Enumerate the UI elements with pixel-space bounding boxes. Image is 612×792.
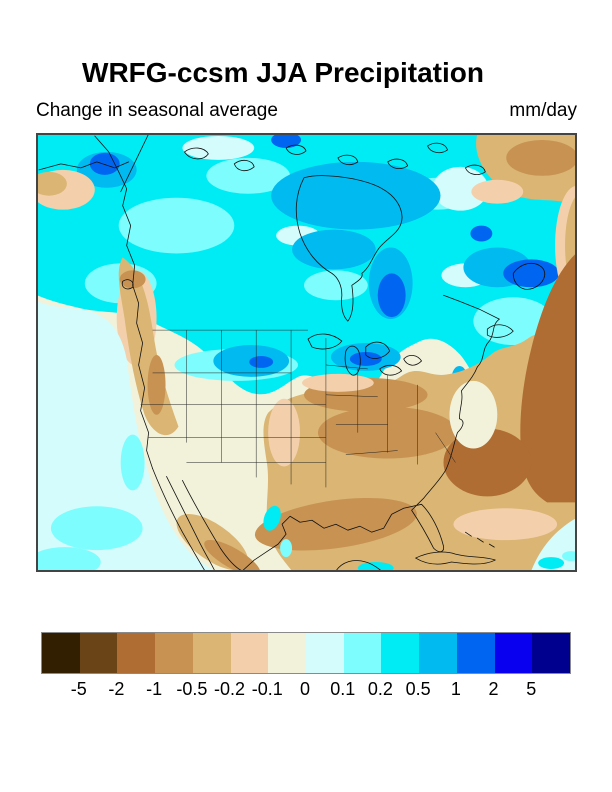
precipitation-map <box>36 133 577 572</box>
figure-title: WRFG-ccsm JJA Precipitation <box>82 57 484 88</box>
colorbar-tick-label: 5 <box>526 679 537 699</box>
figure-subtitle: Change in seasonal average <box>36 100 278 121</box>
colorbar-tick-label: 0.5 <box>405 679 431 699</box>
colorbar-cell <box>419 633 457 673</box>
colorbar-tick-label: -0.1 <box>251 679 283 699</box>
map-fill-regions <box>37 134 576 571</box>
map-state-borders <box>140 329 456 488</box>
colorbar-cell <box>230 633 269 673</box>
colorbar-tick-labels: -5 -2 -1 -0.5 -0.2 -0.1 0 0.1 0.2 0.5 1 2 5 <box>41 679 569 703</box>
colorbar-cell <box>155 633 193 673</box>
colorbar-cell <box>117 633 156 673</box>
colorbar-cell <box>42 633 80 673</box>
colorbar-cell <box>192 633 231 673</box>
colorbar-tick-label: 0.1 <box>330 679 356 699</box>
colorbar-tick-label: 0.2 <box>367 679 393 699</box>
colorbar-tick-label: 1 <box>450 679 461 699</box>
colorbar-tick-label: -0.2 <box>214 679 246 699</box>
colorbar-cell <box>306 633 344 673</box>
map-canvas <box>37 134 576 571</box>
colorbar-cell <box>79 633 118 673</box>
colorbar-tick-label: -0.5 <box>176 679 208 699</box>
colorbar-tick-label: 2 <box>488 679 499 699</box>
colorbar <box>41 632 571 674</box>
colorbar-cell <box>343 633 382 673</box>
colorbar-tick-label: -5 <box>70 679 87 699</box>
colorbar-cell <box>456 633 495 673</box>
colorbar-cell <box>381 633 420 673</box>
colorbar-tick-label: -1 <box>146 679 163 699</box>
colorbar-tick-label: 0 <box>299 679 311 699</box>
map-coastlines <box>38 134 546 571</box>
colorbar-cell <box>494 633 533 673</box>
colorbar-cell <box>532 633 571 673</box>
map-border <box>37 134 576 571</box>
colorbar-tick-label: -2 <box>108 679 125 699</box>
colorbar-cell <box>268 633 307 673</box>
units-label: mm/day <box>509 100 577 121</box>
